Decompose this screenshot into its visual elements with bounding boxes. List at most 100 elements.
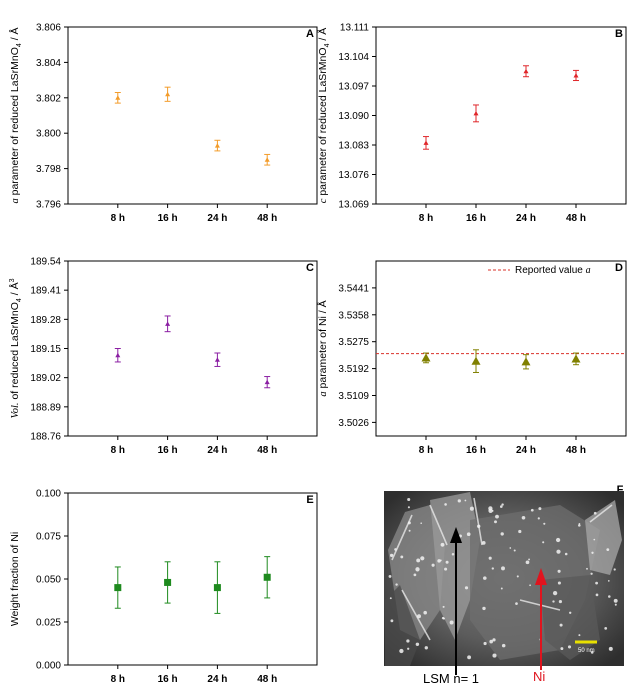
ni-particle bbox=[482, 606, 486, 611]
data-point bbox=[114, 348, 121, 363]
ni-particle bbox=[606, 548, 610, 552]
x-tick-label: 8 h bbox=[111, 213, 125, 224]
marker-triangle bbox=[165, 91, 171, 97]
x-tick-label: 24 h bbox=[207, 445, 227, 456]
ni-particle bbox=[593, 511, 597, 515]
x-tick-label: 8 h bbox=[419, 213, 433, 224]
ni-particle bbox=[444, 567, 448, 571]
x-tick-label: 24 h bbox=[207, 213, 227, 224]
ni-particle bbox=[578, 634, 581, 637]
y-tick-label: 13.111 bbox=[340, 23, 370, 34]
ni-particle bbox=[481, 541, 486, 545]
ni-particle bbox=[604, 627, 608, 630]
ni-particle bbox=[590, 572, 593, 575]
ni-particle bbox=[494, 520, 497, 524]
ni-particle bbox=[513, 549, 516, 552]
panel-letter-D: D bbox=[615, 262, 623, 274]
y-tick-label: 13.090 bbox=[338, 111, 369, 122]
ni-particle bbox=[449, 620, 454, 625]
ni-particle bbox=[466, 532, 471, 537]
ni-particle bbox=[389, 597, 392, 600]
ni-particle bbox=[399, 648, 404, 654]
x-tick-label: 48 h bbox=[257, 445, 277, 456]
legend-label: Reported value a bbox=[515, 265, 591, 276]
ni-particle bbox=[525, 560, 530, 565]
chart-panel-C: C 188.76 188.89 189.02 189.15 189.28 189.41 189… bbox=[8, 257, 318, 456]
marker-square bbox=[164, 578, 172, 586]
plot-frame bbox=[375, 26, 627, 205]
ni-particle bbox=[509, 547, 512, 549]
ni-particle bbox=[492, 653, 497, 658]
data-point bbox=[164, 86, 171, 102]
marker-triangle bbox=[214, 143, 220, 148]
y-tick-label: 13.083 bbox=[338, 141, 369, 152]
panel-letter-B: B bbox=[615, 28, 623, 40]
ni-particle bbox=[407, 521, 411, 525]
y-tick-label: 3.798 bbox=[36, 164, 61, 175]
ni-particle bbox=[400, 555, 404, 559]
ni-particle bbox=[557, 581, 561, 585]
ni-particle bbox=[560, 647, 564, 651]
ni-particle bbox=[483, 641, 487, 646]
x-tick-label: 8 h bbox=[111, 674, 125, 685]
plot-frame bbox=[67, 260, 318, 437]
y-tick-label: 3.806 bbox=[36, 23, 61, 34]
panel-letter-C: C bbox=[306, 262, 314, 274]
x-tick-label: 16 h bbox=[158, 445, 178, 456]
marker-triangle bbox=[115, 95, 121, 100]
data-point bbox=[571, 352, 581, 366]
y-tick-label: 189.02 bbox=[30, 373, 61, 384]
ni-particle bbox=[469, 506, 474, 511]
ni-particle bbox=[537, 517, 540, 520]
ni-particle bbox=[500, 587, 503, 590]
y-axis-label: c parameter of reduced LaSrMnO4 / Å bbox=[316, 28, 331, 204]
ni-particle bbox=[521, 516, 526, 520]
ni-particle bbox=[415, 642, 420, 647]
x-tick-label: 48 h bbox=[566, 445, 586, 456]
y-axis-label: a parameter of reduced LaSrMnO4 / Å bbox=[8, 27, 23, 203]
ni-particle bbox=[515, 602, 518, 605]
ni-particle bbox=[420, 556, 425, 561]
ni-particle bbox=[415, 567, 420, 572]
ni-particle bbox=[407, 647, 410, 650]
marker-triangle bbox=[523, 68, 529, 74]
ni-particle bbox=[538, 507, 542, 511]
y-tick-label: 189.54 bbox=[30, 257, 61, 268]
data-point bbox=[114, 566, 122, 609]
ni-particle bbox=[501, 643, 506, 648]
ni-particle bbox=[407, 497, 411, 502]
data-point bbox=[213, 561, 221, 614]
marker-triangle bbox=[471, 356, 481, 365]
ni-particle bbox=[613, 568, 616, 571]
ni-particle bbox=[388, 574, 392, 578]
y-tick-label: 3.5192 bbox=[338, 364, 369, 375]
plot-frame bbox=[375, 260, 627, 437]
x-tick-label: 16 h bbox=[158, 674, 178, 685]
ni-particle bbox=[500, 532, 504, 536]
ni-particle bbox=[390, 619, 394, 623]
sem-crystal-edge bbox=[429, 504, 448, 546]
x-tick-label: 16 h bbox=[466, 445, 486, 456]
marker-triangle bbox=[165, 321, 171, 326]
ni-particle bbox=[491, 567, 494, 570]
marker-triangle bbox=[473, 110, 479, 116]
ni-particle bbox=[488, 506, 493, 511]
chart-panel-B: B 13.069 13.076 13.083 13.090 13.097 13.104 13.… bbox=[316, 23, 627, 224]
marker-triangle bbox=[521, 357, 531, 366]
y-tick-label: 3.5358 bbox=[338, 310, 369, 321]
x-tick-label: 24 h bbox=[516, 445, 536, 456]
ni-particle bbox=[489, 639, 494, 644]
sem-crystal-edge bbox=[401, 589, 431, 641]
y-tick-label: 0.075 bbox=[36, 532, 61, 543]
y-axis-label: Vol. of reduced LaSrMnO4 / Å3 bbox=[8, 278, 23, 418]
ni-particle bbox=[529, 584, 531, 587]
data-point bbox=[214, 139, 221, 152]
ni-particle bbox=[518, 529, 522, 534]
ni-particle bbox=[593, 538, 596, 541]
marker-triangle bbox=[423, 140, 429, 145]
ni-particle bbox=[420, 522, 423, 524]
ni-particle bbox=[423, 610, 427, 615]
chart-panel-A: A 3.796 3.798 3.800 3.802 3.804 3.806 8 h 16 h 24… bbox=[8, 23, 318, 224]
x-tick-label: 16 h bbox=[158, 213, 178, 224]
y-tick-label: 3.804 bbox=[36, 58, 61, 69]
